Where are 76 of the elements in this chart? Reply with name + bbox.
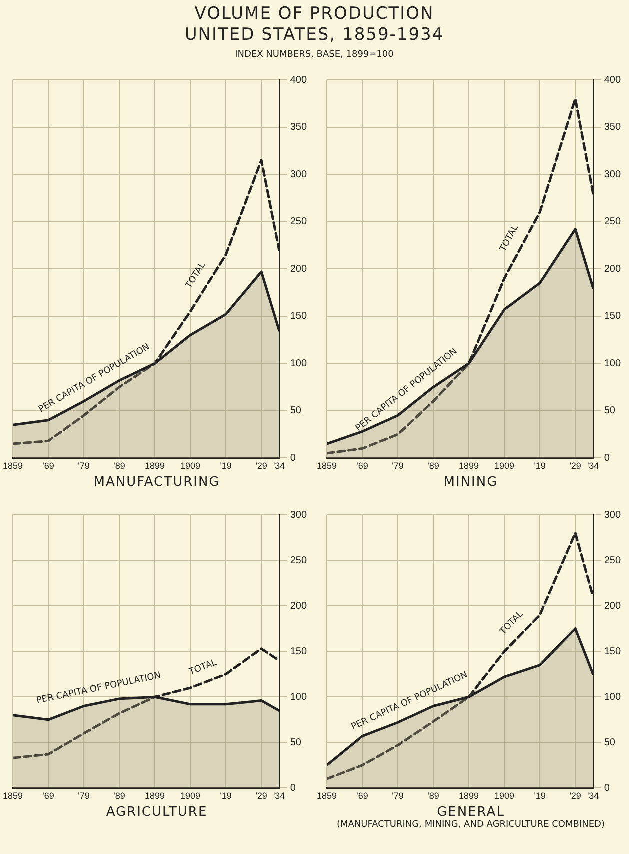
x-tick-label: 1859 — [2, 461, 24, 472]
y-tick-label: 300 — [604, 169, 622, 180]
y-tick-label: 300 — [290, 510, 308, 521]
x-tick-label: '19 — [220, 461, 232, 472]
x-tick-label: '69 — [356, 461, 368, 472]
y-tick-label: 100 — [604, 358, 622, 370]
y-tick-label: 150 — [604, 646, 622, 658]
x-tick-label: '69 — [42, 791, 54, 802]
x-tick-label: '89 — [428, 791, 440, 802]
x-tick-label: 1899 — [459, 791, 480, 802]
x-tick-label: '79 — [78, 791, 90, 802]
x-tick-label: 1909 — [494, 791, 515, 802]
y-tick-label: 200 — [604, 264, 622, 275]
x-tick-label: '89 — [114, 791, 126, 802]
x-tick-label: '29 — [256, 461, 268, 472]
text: VOLUME OF PRODUCTION UNITED STATES, 1859-1934 — [184, 4, 446, 46]
y-tick-label: 400 — [604, 74, 622, 86]
x-axis-title: AGRICULTURE — [105, 805, 209, 820]
x-tick-label: 1899 — [459, 461, 480, 472]
y-tick-label: 0 — [604, 782, 610, 794]
x-tick-label: '79 — [78, 461, 90, 472]
y-tick-label: 250 — [290, 555, 308, 566]
y-tick-label: 250 — [604, 216, 622, 228]
x-tick-label: 1909 — [494, 461, 515, 472]
x-tick-label: '19 — [220, 791, 232, 802]
x-tick-label: 1909 — [180, 791, 201, 802]
y-tick-label: 0 — [290, 782, 296, 794]
x-tick-label: 1899 — [145, 791, 166, 802]
y-tick-label: 350 — [604, 122, 622, 134]
x-tick-label: '34 — [587, 461, 600, 472]
y-tick-label: 150 — [290, 646, 308, 658]
y-tick-label: 50 — [604, 737, 616, 748]
x-tick-label: '79 — [392, 461, 404, 472]
y-tick-label: 200 — [604, 600, 622, 612]
x-axis-title: MINING — [442, 475, 500, 490]
x-tick-label: '29 — [570, 791, 582, 802]
x-tick-label: '34 — [273, 461, 286, 472]
y-tick-label: 100 — [604, 692, 622, 703]
x-tick-label: '34 — [587, 791, 600, 802]
y-tick-label: 350 — [290, 122, 308, 134]
x-tick-label: '29 — [256, 791, 268, 802]
text: TOTAL — [187, 658, 218, 678]
x-tick-label: '19 — [534, 461, 546, 472]
x-tick-label: '19 — [534, 791, 546, 802]
y-tick-label: 100 — [290, 692, 308, 703]
y-tick-label: 200 — [290, 264, 308, 275]
y-tick-label: 150 — [604, 311, 622, 322]
x-tick-label: 1859 — [316, 461, 338, 472]
x-tick-label: 1909 — [180, 461, 201, 472]
y-tick-label: 50 — [290, 737, 302, 748]
y-tick-label: 400 — [290, 74, 308, 86]
x-tick-label: 1899 — [145, 461, 166, 472]
x-axis-title: GENERAL — [436, 805, 506, 820]
y-tick-label: 250 — [604, 555, 622, 566]
y-tick-label: 50 — [604, 406, 616, 417]
y-tick-label: 150 — [290, 311, 308, 322]
x-tick-label: '89 — [428, 461, 440, 472]
y-tick-label: 0 — [604, 452, 610, 464]
y-tick-label: 250 — [290, 216, 308, 228]
y-tick-label: 100 — [290, 358, 308, 370]
x-axis-title: MANUFACTURING — [92, 475, 222, 490]
y-tick-label: 200 — [290, 600, 308, 612]
x-tick-label: '29 — [570, 461, 582, 472]
x-tick-label: '89 — [114, 461, 126, 472]
x-tick-label: '69 — [42, 461, 54, 472]
x-tick-label: 1859 — [316, 791, 338, 802]
y-tick-label: 0 — [290, 452, 296, 464]
x-tick-label: '69 — [356, 791, 368, 802]
x-tick-label: '34 — [273, 791, 286, 802]
x-tick-label: 1859 — [2, 791, 24, 802]
text: (MANUFACTURING, MINING, AND AGRICULTURE COMBINED) — [336, 820, 606, 830]
y-tick-label: 300 — [604, 510, 622, 521]
y-tick-label: 300 — [290, 169, 308, 180]
x-tick-label: '79 — [392, 791, 404, 802]
y-tick-label: 50 — [290, 406, 302, 417]
text: INDEX NUMBERS, BASE, 1899=100 — [234, 50, 395, 60]
